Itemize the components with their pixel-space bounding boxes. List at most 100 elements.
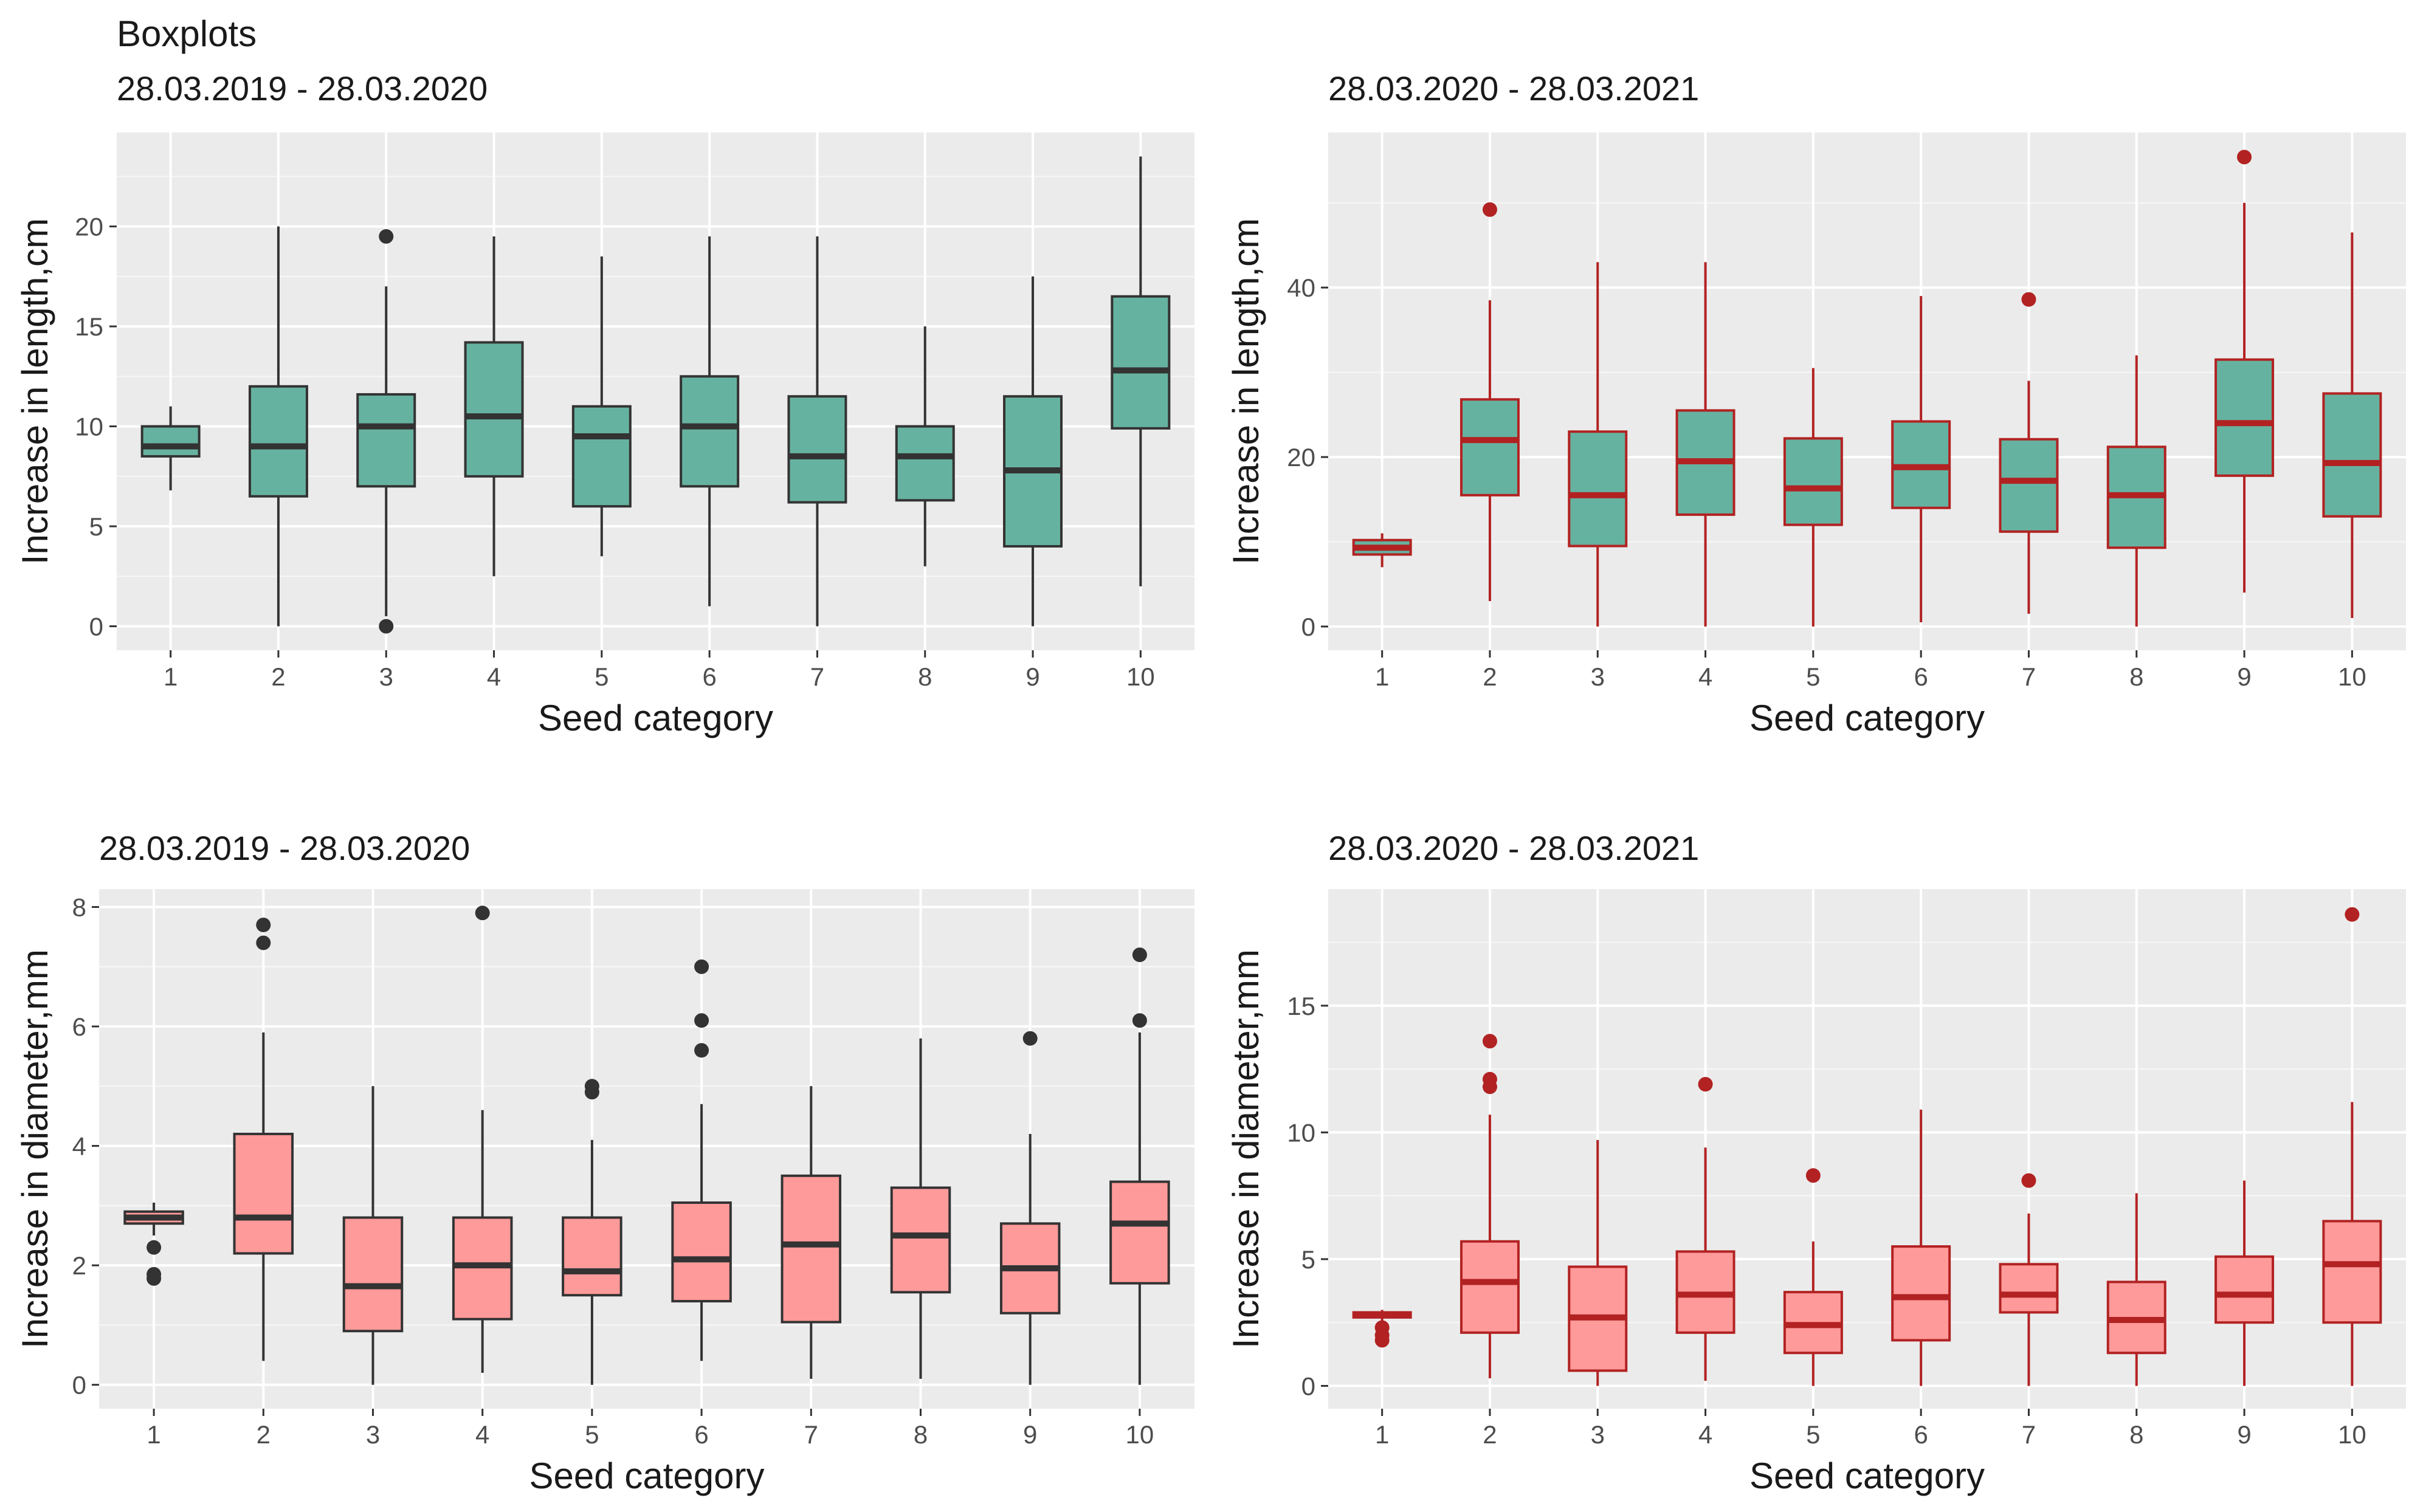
y-tick-label: 6 (72, 1012, 86, 1041)
box-category-7 (1999, 292, 2059, 614)
x-tick-label: 4 (1698, 662, 1712, 691)
y-axis-title: Increase in length,cm (1225, 218, 1266, 565)
iqr-box (2322, 392, 2382, 518)
outlier-point (584, 1079, 599, 1094)
iqr-box (140, 425, 201, 458)
y-axis-title: Increase in diameter,mm (15, 949, 55, 1349)
panel-subtitle: 28.03.2019 - 28.03.2020 (99, 829, 470, 867)
panel-subtitle: 28.03.2019 - 28.03.2020 (117, 69, 488, 108)
iqr-box (464, 341, 524, 478)
iqr-box (342, 1216, 404, 1333)
outlier-point (379, 619, 394, 634)
y-tick-label: 0 (72, 1371, 86, 1400)
outlier-point (146, 1240, 162, 1255)
panel-subtitle: 28.03.2020 - 28.03.2021 (1328, 69, 1699, 108)
outlier-point (1132, 947, 1147, 963)
y-axis-title: Increase in diameter,mm (1225, 949, 1266, 1349)
x-tick-label: 4 (475, 1420, 489, 1449)
outlier-point (1805, 1168, 1821, 1183)
y-tick-label: 0 (1301, 1372, 1315, 1400)
box-category-9 (2214, 1180, 2275, 1386)
box-category-7 (787, 236, 847, 627)
box-category-5 (571, 256, 632, 557)
y-tick-label: 15 (75, 312, 103, 341)
x-tick-label: 7 (810, 662, 824, 691)
box-category-10 (1109, 947, 1170, 1385)
figure-title: Boxplots (117, 13, 257, 54)
outlier-point (475, 905, 490, 921)
box-category-3 (342, 1086, 404, 1385)
outlier-point (1374, 1333, 1390, 1348)
x-tick-label: 9 (2237, 1420, 2251, 1449)
x-tick-label: 4 (487, 662, 501, 691)
outlier-point (1022, 1031, 1038, 1046)
x-tick-label: 1 (164, 662, 178, 691)
box-category-1 (1352, 1310, 1412, 1348)
x-tick-label: 10 (1126, 662, 1155, 691)
box-category-6 (1891, 296, 1951, 622)
iqr-box (2214, 1255, 2275, 1324)
x-tick-label: 7 (804, 1420, 818, 1449)
outlier-point (1482, 202, 1497, 217)
box-category-9 (999, 1031, 1061, 1385)
y-tick-label: 0 (1301, 613, 1315, 641)
x-tick-label: 3 (1591, 662, 1605, 691)
box-category-1 (140, 406, 201, 490)
y-tick-label: 20 (1287, 443, 1315, 472)
x-tick-label: 8 (918, 662, 932, 691)
box-category-6 (680, 236, 740, 607)
box-category-2 (233, 917, 294, 1361)
box-category-3 (1568, 1139, 1628, 1386)
panel-length-2019-2020: 28.03.2019 - 28.03.2020 0 5 10 15 20 1 2 3 4 5 6 7 8… (15, 69, 1194, 738)
box-category-2 (1460, 1034, 1520, 1378)
y-tick-label: 8 (72, 893, 86, 921)
box-category-5 (562, 1079, 622, 1385)
box-category-8 (895, 326, 955, 566)
x-tick-label: 9 (1023, 1420, 1037, 1449)
x-tick-label: 2 (271, 662, 285, 691)
y-tick-label: 5 (89, 512, 103, 541)
y-axis-title: Increase in length,cm (15, 218, 55, 565)
iqr-box (671, 1201, 732, 1303)
box-category-8 (2106, 355, 2166, 627)
x-tick-label: 5 (585, 1420, 599, 1449)
box-category-10 (1111, 156, 1171, 586)
outlier-point (1698, 1077, 1713, 1092)
outlier-point (256, 917, 271, 932)
outlier-point (694, 1043, 709, 1058)
x-tick-label: 1 (1375, 1420, 1389, 1449)
box-category-7 (781, 1086, 842, 1379)
outlier-point (146, 1271, 162, 1286)
box-category-8 (890, 1038, 951, 1379)
panel-subtitle: 28.03.2020 - 28.03.2021 (1328, 829, 1699, 867)
box-category-2 (1460, 202, 1520, 602)
box-category-4 (1675, 262, 1735, 627)
x-tick-label: 4 (1698, 1420, 1712, 1449)
box-category-2 (248, 226, 308, 627)
outlier-point (379, 229, 394, 244)
iqr-box (1783, 437, 1843, 526)
x-tick-label: 2 (257, 1420, 271, 1449)
y-tick-label: 0 (89, 613, 103, 641)
iqr-box (2322, 1220, 2382, 1324)
box-category-7 (1999, 1173, 2059, 1386)
y-tick-label: 40 (1287, 273, 1315, 302)
panel-diameter-2019-2020: 28.03.2019 - 28.03.2020 0 2 4 6 8 1 2 3 4 5 6 7 8 9 10… (15, 829, 1194, 1496)
x-tick-label: 7 (2022, 662, 2036, 691)
outlier-point (694, 959, 709, 974)
box-category-9 (1003, 276, 1063, 627)
x-tick-label: 3 (379, 662, 393, 691)
x-tick-label: 1 (1375, 662, 1389, 691)
y-tick-label: 4 (72, 1132, 86, 1161)
iqr-box (1891, 1245, 1951, 1342)
box-category-4 (464, 236, 524, 577)
x-tick-label: 7 (2022, 1420, 2036, 1449)
box-category-9 (2214, 149, 2275, 593)
x-tick-label: 8 (2129, 662, 2143, 691)
iqr-box (787, 395, 847, 504)
x-tick-label: 10 (1126, 1420, 1154, 1449)
box-category-4 (1675, 1077, 1735, 1381)
outlier-point (2345, 907, 2360, 922)
iqr-box (571, 405, 632, 508)
